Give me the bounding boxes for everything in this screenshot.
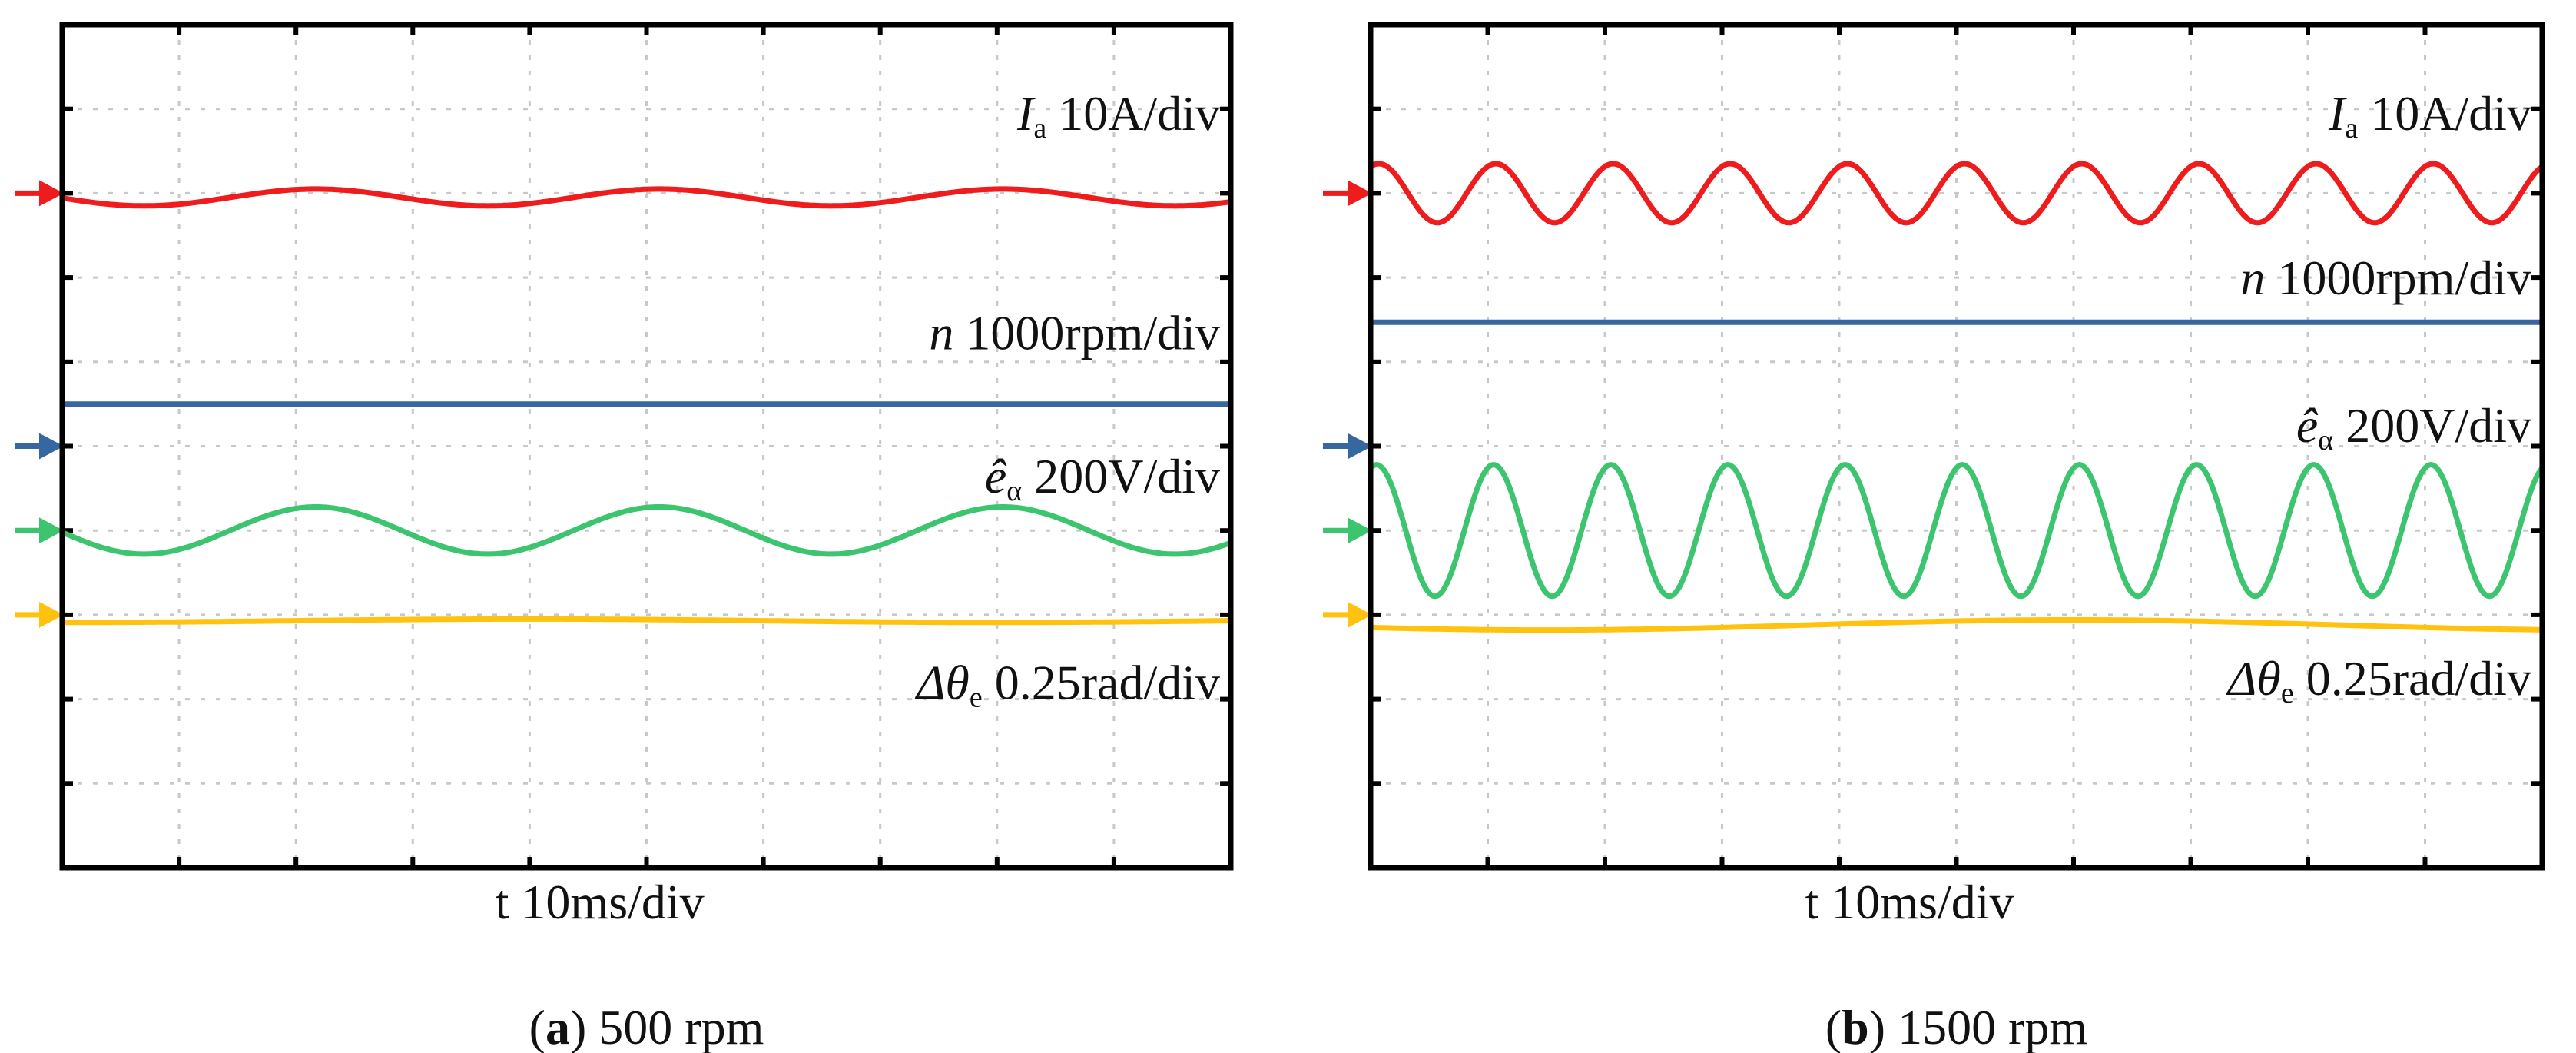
caption-text: 1500 rpm	[1885, 1000, 2087, 1053]
channel-marker-arrow-icon-Ia	[39, 180, 64, 207]
trace-delta_theta_e	[61, 616, 1232, 626]
channel-subscript: e	[970, 682, 983, 714]
x-axis-label: t 10ms/div	[496, 875, 705, 929]
channel-scale: 1000rpm/div	[2265, 251, 2531, 305]
trace-Ia	[1369, 161, 2545, 226]
channel-scale: 0.25rad/div	[983, 656, 1220, 710]
caption-letter: b	[1842, 1000, 1869, 1053]
channel-marker-arrow-icon-e_alpha_hat	[1348, 517, 1372, 544]
channel-label-Ia: Ia 10A/div	[2328, 86, 2531, 144]
channel-symbol: ê	[2296, 398, 2319, 453]
caption-paren-close: )	[1869, 1000, 1885, 1053]
trace-Ia	[61, 186, 1232, 209]
caption-paren-close: )	[570, 1000, 586, 1053]
panel-a: Ia 10A/div n 1000rpm/div êα 200V/div Δθe 0.…	[15, 22, 1234, 1053]
channel-marker-arrow-icon-Ia	[1348, 180, 1372, 207]
channel-label-e_alpha_hat: êα 200V/div	[2296, 398, 2531, 457]
channel-scale: 10A/div	[1046, 86, 1220, 141]
channel-scale: 200V/div	[1022, 449, 1220, 503]
channel-scale: 1000rpm/div	[953, 305, 1220, 360]
channel-symbol: Δθ	[2226, 651, 2281, 706]
channel-scale: 0.25rad/div	[2294, 651, 2531, 706]
trace-e_alpha_hat	[61, 504, 1232, 557]
caption-text: 500 rpm	[586, 1000, 764, 1053]
channel-marker-arrow-icon-delta_theta_e	[39, 601, 64, 628]
plot-frame	[1368, 22, 2545, 871]
channel-symbol: n	[2240, 251, 2265, 305]
channel-subscript: a	[2345, 112, 2358, 144]
channel-subscript: α	[2318, 424, 2333, 457]
channel-symbol: ê	[985, 449, 1007, 503]
channel-label-n: n 1000rpm/div	[2240, 251, 2531, 305]
channel-marker-arrow-icon-n	[1348, 433, 1372, 460]
channel-symbol: I	[1016, 86, 1036, 141]
caption-paren-open: (	[1825, 1000, 1842, 1053]
channel-label-n: n 1000rpm/div	[929, 305, 1220, 360]
channel-label-Ia: Ia 10A/div	[1016, 86, 1220, 144]
channel-subscript: e	[2281, 677, 2294, 709]
channel-label-e_alpha_hat: êα 200V/div	[985, 449, 1220, 507]
panel-caption: (b) 1500 rpm	[1825, 1000, 2087, 1053]
channel-scale: 200V/div	[2333, 398, 2531, 453]
panel-caption: (a) 500 rpm	[529, 1000, 764, 1053]
caption-letter: a	[545, 1000, 570, 1053]
channel-symbol: n	[929, 305, 953, 360]
channel-label-delta_theta_e: Δθe 0.25rad/div	[2226, 651, 2531, 709]
caption-paren-open: (	[529, 1000, 545, 1053]
trace-e_alpha_hat	[1368, 462, 2545, 600]
channel-scale: 10A/div	[2358, 86, 2531, 141]
channel-marker-arrow-icon-delta_theta_e	[1348, 601, 1372, 628]
channel-label-delta_theta_e: Δθe 0.25rad/div	[914, 656, 1220, 714]
plot-frame	[59, 22, 1234, 871]
channel-marker-arrow-icon-e_alpha_hat	[39, 517, 64, 544]
channel-subscript: α	[1006, 475, 1022, 507]
channel-subscript: a	[1033, 112, 1046, 144]
channel-symbol: Δθ	[914, 656, 970, 710]
panel-b: Ia 10A/div n 1000rpm/div êα 200V/div Δθe 0.…	[1323, 22, 2545, 1053]
channel-marker-arrow-icon-n	[39, 433, 64, 460]
x-axis-label: t 10ms/div	[1805, 875, 2014, 929]
channel-symbol: I	[2328, 86, 2347, 141]
trace-delta_theta_e	[1370, 617, 2543, 633]
